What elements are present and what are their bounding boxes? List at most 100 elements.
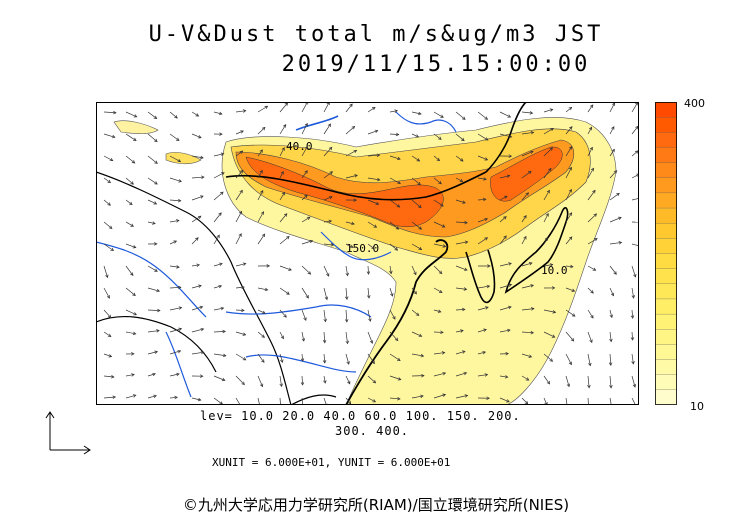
wind-vector bbox=[301, 170, 308, 179]
wind-vector bbox=[411, 243, 422, 250]
wind-vector bbox=[609, 126, 615, 135]
wind-vector bbox=[587, 287, 594, 294]
border-mongolia bbox=[225, 171, 487, 201]
wind-vector-head bbox=[200, 350, 205, 355]
wind-vector-head bbox=[239, 150, 244, 154]
colorbar-band bbox=[655, 329, 677, 346]
wind-vector bbox=[279, 147, 285, 157]
wind-vector-head bbox=[442, 244, 447, 248]
wind-vector-head bbox=[503, 216, 507, 220]
wind-vector bbox=[345, 103, 353, 113]
wind-vector bbox=[279, 213, 288, 223]
wind-vector-head bbox=[487, 264, 491, 268]
wind-vector bbox=[389, 353, 401, 361]
wind-vector bbox=[521, 151, 534, 157]
wind-vector-head bbox=[112, 395, 117, 399]
wind-vector bbox=[455, 372, 467, 377]
wind-vector-head bbox=[551, 334, 556, 338]
wind-vector bbox=[587, 375, 590, 388]
wind-vector-head bbox=[549, 263, 554, 267]
wind-vector-head bbox=[438, 180, 442, 185]
wind-vector-head bbox=[587, 384, 591, 389]
wind-vector bbox=[125, 287, 136, 296]
wind-vector bbox=[565, 189, 572, 201]
wind-vector bbox=[631, 353, 634, 364]
wind-vector bbox=[521, 111, 533, 114]
wind-vector-head bbox=[459, 158, 464, 162]
wind-vector-head bbox=[353, 149, 358, 154]
wind-vector bbox=[125, 309, 137, 316]
wind-vector-head bbox=[610, 292, 615, 297]
wind-vector bbox=[279, 124, 287, 135]
wind-vector bbox=[301, 123, 308, 135]
wind-vector bbox=[235, 286, 245, 289]
wind-vector-head bbox=[438, 289, 443, 293]
wind-vector bbox=[125, 394, 136, 399]
wind-vector bbox=[433, 199, 444, 207]
river-5 bbox=[395, 111, 457, 133]
wind-vector-head bbox=[570, 337, 575, 342]
wind-vector bbox=[323, 331, 326, 343]
wind-vector bbox=[169, 133, 180, 141]
wind-vector-head bbox=[132, 137, 137, 141]
colorbar bbox=[655, 102, 677, 405]
wind-vector-head bbox=[592, 267, 597, 271]
wind-vector bbox=[279, 192, 285, 201]
dust-region-peak bbox=[245, 156, 444, 227]
wind-vector-head bbox=[618, 216, 622, 220]
wind-vector bbox=[565, 397, 568, 405]
wind-vector-head bbox=[376, 153, 381, 157]
wind-vector-head bbox=[484, 116, 489, 120]
wind-vector-head bbox=[154, 268, 158, 272]
wind-vector bbox=[103, 199, 111, 206]
colorbar-band bbox=[655, 192, 677, 209]
wind-vector bbox=[257, 287, 268, 291]
wind-vector bbox=[103, 133, 115, 138]
wind-vector bbox=[455, 199, 466, 204]
wind-vector bbox=[169, 286, 181, 289]
wind-vector bbox=[323, 102, 330, 113]
wind-vector-head bbox=[527, 170, 532, 175]
wind-vector bbox=[521, 284, 534, 289]
wind-vector-head bbox=[397, 357, 401, 361]
wind-vector bbox=[389, 155, 401, 160]
colorbar-min-label: 10 bbox=[690, 400, 704, 413]
wind-vector-head bbox=[153, 394, 157, 399]
wind-vector-head bbox=[436, 157, 441, 162]
wind-vector bbox=[279, 102, 288, 113]
wind-vector bbox=[543, 190, 550, 201]
wind-vector bbox=[609, 102, 615, 113]
wind-vector bbox=[411, 353, 424, 357]
wind-vector bbox=[323, 243, 334, 246]
wind-vector bbox=[389, 110, 398, 113]
wind-vector bbox=[389, 243, 398, 251]
wind-vector bbox=[323, 287, 328, 300]
wind-vector-head bbox=[485, 306, 489, 310]
wind-vector-head bbox=[328, 195, 333, 200]
wind-vector-head bbox=[569, 145, 573, 150]
wind-vector-head bbox=[107, 179, 112, 184]
wind-vector-head bbox=[440, 114, 444, 118]
reference-vector-icon bbox=[45, 411, 91, 455]
japan-islands bbox=[504, 207, 569, 294]
wind-vector-head bbox=[390, 293, 394, 297]
wind-vector-head bbox=[322, 360, 327, 364]
wind-vector-head bbox=[280, 335, 284, 340]
wind-vector-head bbox=[307, 271, 312, 275]
wind-vector-head bbox=[611, 126, 615, 130]
wind-vector-head bbox=[304, 170, 308, 174]
wind-vector-head bbox=[504, 375, 509, 379]
wind-vector-head bbox=[218, 284, 223, 289]
wind-vector bbox=[125, 331, 136, 335]
wind-vector bbox=[191, 215, 202, 223]
wind-vector bbox=[587, 397, 589, 405]
wind-vector-head bbox=[372, 379, 377, 384]
wind-vector bbox=[323, 397, 327, 405]
wind-vector bbox=[477, 198, 486, 201]
wind-vector bbox=[389, 199, 400, 208]
wind-vector bbox=[565, 353, 572, 365]
wind-vector-head bbox=[222, 329, 226, 334]
wind-vector bbox=[213, 153, 224, 157]
wind-vector bbox=[389, 331, 399, 341]
wind-vector bbox=[521, 131, 534, 135]
